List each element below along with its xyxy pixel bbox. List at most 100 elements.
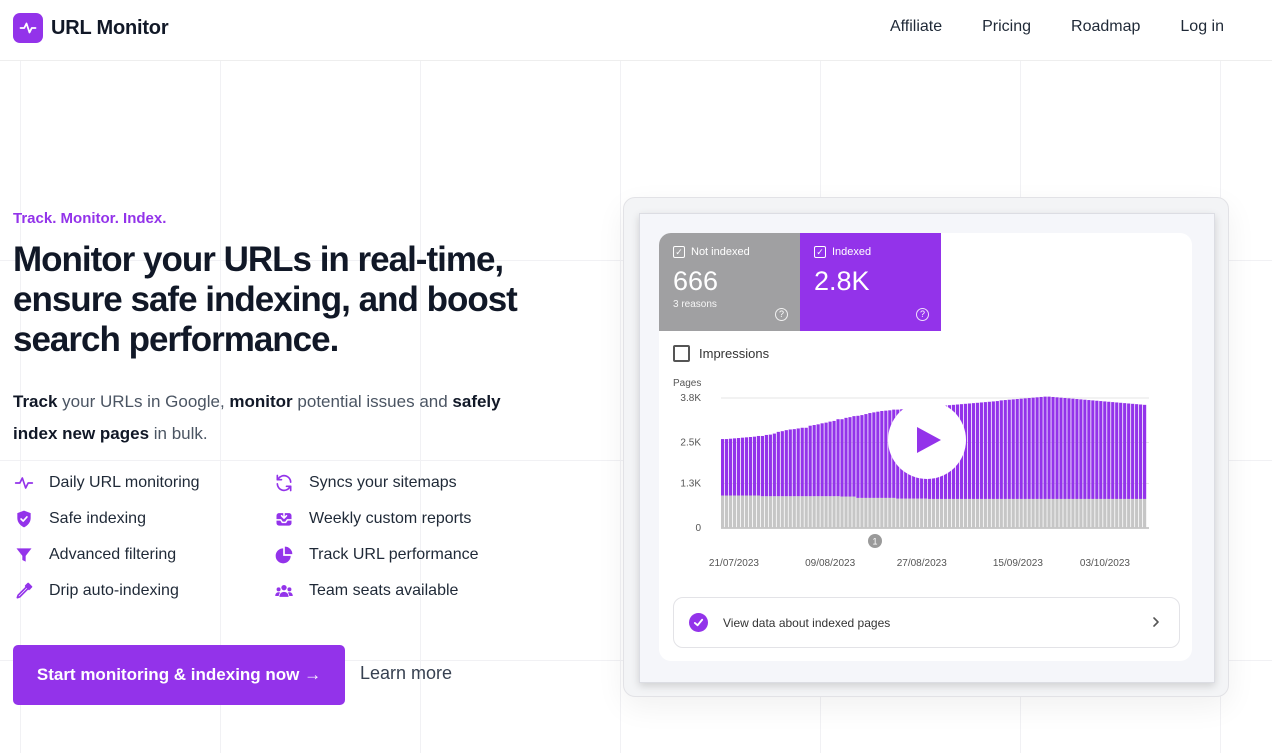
bar-not-indexed bbox=[768, 496, 772, 528]
help-icon[interactable]: ? bbox=[916, 308, 929, 321]
bar-not-indexed bbox=[868, 497, 872, 528]
bar-indexed bbox=[736, 438, 741, 496]
y-tick-label: 1.3K bbox=[680, 479, 701, 490]
hero-eyebrow: Track. Monitor. Index. bbox=[13, 210, 167, 227]
bar-indexed bbox=[1039, 396, 1043, 499]
bar-not-indexed bbox=[959, 498, 964, 528]
not-indexed-label: Not indexed bbox=[691, 246, 750, 258]
bar-indexed bbox=[721, 439, 725, 496]
nav-affiliate[interactable]: Affiliate bbox=[889, 18, 943, 35]
bar-not-indexed bbox=[732, 495, 737, 528]
bar-not-indexed bbox=[764, 496, 768, 528]
annotation-marker-label: 1 bbox=[872, 537, 877, 547]
bar-not-indexed bbox=[856, 497, 860, 528]
bar-not-indexed bbox=[1111, 498, 1115, 528]
bar-not-indexed bbox=[904, 498, 908, 528]
bar-indexed bbox=[1051, 396, 1055, 499]
bar-indexed bbox=[776, 431, 780, 497]
bar-not-indexed bbox=[947, 498, 952, 528]
bar-not-indexed bbox=[728, 495, 733, 528]
bar-not-indexed bbox=[736, 495, 741, 528]
dropper-icon bbox=[13, 580, 35, 602]
bar-indexed bbox=[1043, 396, 1047, 499]
bar-indexed bbox=[784, 430, 788, 497]
bar-indexed bbox=[840, 419, 844, 497]
bar-not-indexed bbox=[1107, 498, 1111, 528]
bar-indexed bbox=[1015, 399, 1019, 499]
bar-not-indexed bbox=[1043, 498, 1047, 528]
bar-not-indexed bbox=[1051, 498, 1055, 528]
bar-not-indexed bbox=[876, 497, 880, 528]
bar-indexed bbox=[748, 437, 753, 496]
bar-indexed bbox=[824, 422, 828, 497]
brand-logo[interactable]: URL Monitor bbox=[13, 13, 169, 43]
bar-not-indexed bbox=[1115, 498, 1119, 528]
bar-not-indexed bbox=[760, 496, 764, 528]
bar-not-indexed bbox=[1083, 498, 1087, 528]
bar-not-indexed bbox=[1103, 498, 1107, 528]
annotation-marker bbox=[868, 534, 882, 548]
bar-not-indexed bbox=[1099, 498, 1103, 528]
bar-indexed bbox=[800, 427, 804, 497]
bar-not-indexed bbox=[724, 495, 729, 528]
nav-login[interactable]: Log in bbox=[1180, 18, 1224, 35]
y-tick-label: 3.8K bbox=[680, 393, 701, 404]
users-icon bbox=[273, 580, 295, 602]
feature-item: Drip auto-indexing bbox=[13, 580, 179, 602]
bar-indexed bbox=[764, 434, 768, 497]
bar-indexed bbox=[1107, 401, 1111, 499]
bar-not-indexed bbox=[880, 497, 884, 528]
bar-indexed bbox=[816, 424, 820, 497]
bar-indexed bbox=[979, 402, 983, 499]
y-tick-label: 2.5K bbox=[680, 437, 701, 448]
bar-not-indexed bbox=[1123, 498, 1127, 528]
bar-indexed bbox=[1095, 400, 1099, 499]
bar-indexed bbox=[1071, 398, 1075, 499]
bar-not-indexed bbox=[924, 498, 928, 528]
bar-indexed bbox=[1103, 401, 1107, 499]
bar-not-indexed bbox=[943, 498, 948, 528]
start-monitoring-button[interactable]: Start monitoring & indexing now → bbox=[13, 645, 345, 705]
help-icon[interactable]: ? bbox=[775, 308, 788, 321]
bar-indexed bbox=[1123, 403, 1127, 499]
bar-indexed bbox=[756, 435, 761, 496]
x-tick-label: 21/07/2023 bbox=[709, 558, 759, 569]
bar-not-indexed bbox=[908, 498, 912, 528]
nav-pricing[interactable]: Pricing bbox=[982, 18, 1032, 35]
indexed-stat[interactable]: ✓ Indexed 2.8K ? bbox=[800, 233, 941, 331]
bar-not-indexed bbox=[892, 497, 896, 528]
bar-indexed bbox=[828, 421, 832, 497]
not-indexed-stat[interactable]: ✓ Not indexed 666 3 reasons ? bbox=[659, 233, 800, 331]
filter-icon bbox=[13, 544, 35, 566]
learn-more-link[interactable]: Learn more bbox=[360, 663, 453, 683]
bar-indexed bbox=[788, 429, 792, 497]
bar-not-indexed bbox=[928, 498, 932, 528]
bar-indexed bbox=[832, 420, 836, 497]
bar-not-indexed bbox=[896, 498, 900, 528]
bar-indexed bbox=[880, 411, 884, 498]
impressions-toggle[interactable]: Impressions bbox=[673, 345, 769, 362]
view-indexed-data-link[interactable]: View data about indexed pages bbox=[673, 597, 1180, 648]
bar-not-indexed bbox=[1071, 498, 1075, 528]
bar-not-indexed bbox=[804, 496, 808, 528]
feature-item: Team seats available bbox=[273, 580, 458, 602]
bar-not-indexed bbox=[1019, 498, 1023, 528]
bar-indexed bbox=[1047, 396, 1051, 499]
bar-indexed bbox=[848, 417, 852, 497]
bar-indexed bbox=[856, 415, 860, 498]
pie-chart-icon bbox=[273, 544, 295, 566]
bar-indexed bbox=[1055, 397, 1059, 499]
hero-headline: Monitor your URLs in real-time, ensure s… bbox=[13, 240, 518, 359]
bar-indexed bbox=[872, 412, 876, 498]
x-tick-label: 15/09/2023 bbox=[993, 558, 1043, 569]
bar-indexed bbox=[1075, 399, 1079, 499]
hero-subtext: Track your URLs in Google, monitor poten… bbox=[13, 392, 501, 443]
bar-not-indexed bbox=[1003, 498, 1007, 528]
feature-item: Syncs your sitemaps bbox=[273, 472, 457, 494]
feature-item: Advanced filtering bbox=[13, 544, 176, 566]
nav-roadmap[interactable]: Roadmap bbox=[1071, 18, 1141, 35]
bar-indexed bbox=[1035, 397, 1039, 499]
bar-indexed bbox=[1135, 404, 1139, 499]
bar-not-indexed bbox=[1047, 498, 1051, 528]
bar-not-indexed bbox=[836, 496, 840, 528]
